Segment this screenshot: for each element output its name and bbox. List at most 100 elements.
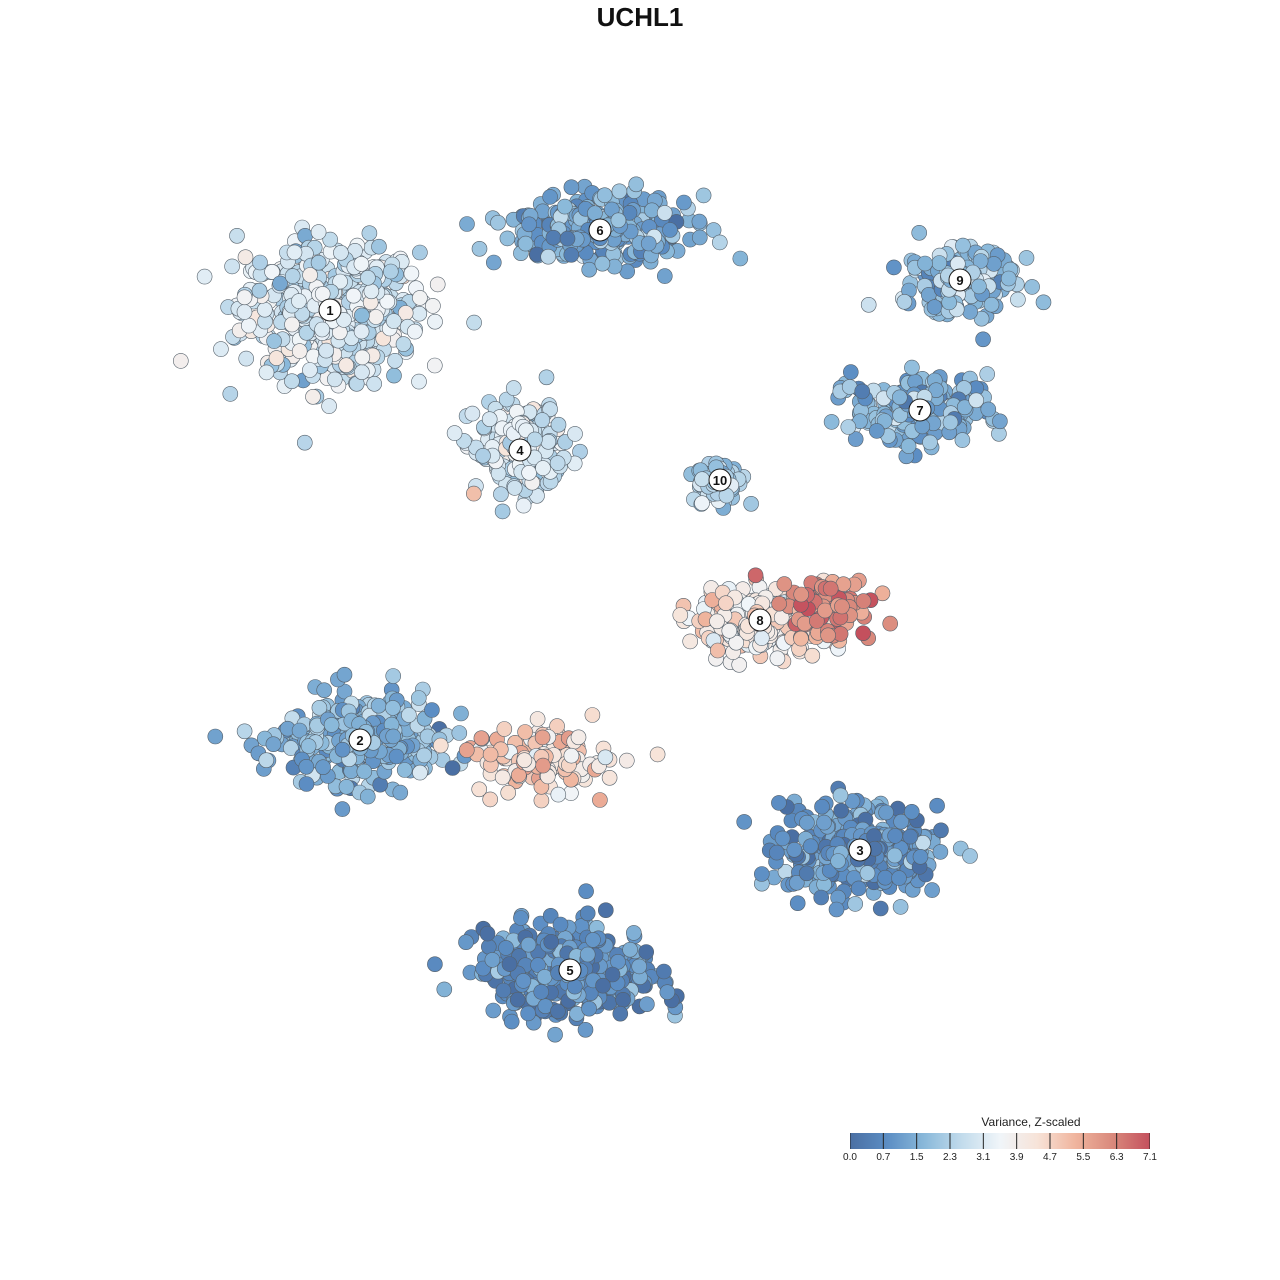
cluster-2-point — [410, 690, 427, 706]
cluster-1-point — [361, 225, 378, 241]
hotspot-8-point — [834, 598, 850, 615]
cluster-9-point — [962, 304, 978, 320]
cluster-5-point — [612, 1005, 629, 1022]
cluster-3-point — [768, 844, 785, 861]
cluster-1-point — [345, 287, 362, 304]
cluster-1-point — [213, 341, 229, 357]
points-layer — [173, 176, 1052, 1043]
cluster-1-point — [333, 245, 349, 261]
cluster-3-point — [859, 865, 876, 881]
hotspot-2-point — [471, 781, 488, 798]
cluster-1-point — [236, 304, 253, 320]
hotspot-8-point — [793, 586, 810, 603]
cluster-1-point — [412, 244, 428, 261]
cluster-6-point — [581, 261, 598, 278]
cluster-7-point — [975, 331, 991, 348]
hotspot-2-point — [432, 737, 449, 754]
cluster-3-point — [816, 814, 832, 831]
cluster-5-point — [484, 952, 501, 968]
cluster-5-point — [625, 925, 642, 941]
cluster-5-point — [533, 984, 550, 1000]
cluster-4-point — [542, 401, 558, 418]
cluster-2-point — [283, 740, 299, 756]
cluster-1-point — [310, 254, 327, 271]
cluster-9-point — [1035, 294, 1052, 311]
cluster-1-point — [368, 309, 384, 325]
cluster-8-point — [709, 613, 725, 630]
cluster-5-point — [498, 940, 514, 956]
cluster-4-point — [535, 460, 551, 476]
cluster-2-point — [236, 723, 253, 740]
cluster-1-point — [286, 244, 303, 261]
cluster-2-point — [338, 778, 355, 795]
cluster-3-point — [789, 895, 806, 912]
cluster-5-point — [585, 932, 601, 948]
cluster-8-point — [753, 630, 770, 646]
cluster-2-point — [334, 741, 351, 758]
cluster-6-point — [485, 254, 502, 271]
cluster-5-point — [520, 1005, 536, 1022]
cluster-2-point — [385, 700, 401, 716]
colorbar-tick-label: 2.3 — [943, 1152, 957, 1163]
cluster-6-point — [596, 187, 613, 203]
cluster-3-point — [877, 869, 894, 886]
cluster-1-point — [338, 357, 355, 374]
cluster-1-point — [382, 263, 399, 280]
cluster-9-point — [860, 296, 877, 313]
cluster-3-point — [736, 814, 753, 830]
cluster-9-point — [1018, 250, 1035, 266]
cluster-5-point — [513, 910, 529, 926]
cluster-1-point — [196, 268, 213, 285]
cluster-2-point — [336, 666, 353, 683]
cluster-1-point — [427, 313, 443, 330]
cluster-5-point — [543, 933, 560, 950]
hotspot-2-point — [550, 786, 567, 803]
colorbar-tick-label: 0.0 — [843, 1152, 857, 1163]
hotspot-8-point — [776, 576, 793, 592]
cluster-2-point — [388, 748, 405, 765]
cluster-9-point — [971, 278, 987, 295]
cluster-2-point — [265, 736, 282, 753]
svg-text:7: 7 — [916, 403, 923, 418]
cluster-1-point — [385, 313, 402, 329]
cluster-3-point — [753, 866, 770, 882]
cluster-5-point — [638, 944, 655, 960]
cluster-1-point — [272, 275, 288, 292]
cluster-4-point — [521, 464, 537, 481]
hotspot-8-point — [771, 595, 787, 612]
hotspot-2-point — [534, 729, 551, 746]
cluster-3-point — [886, 847, 903, 864]
cluster-1-point — [332, 273, 348, 290]
cluster-1-point — [266, 333, 282, 349]
cluster-5-point — [604, 966, 621, 983]
cluster-3-point — [892, 899, 909, 915]
cluster-label-7: 7 — [908, 398, 932, 422]
cluster-5-point — [597, 902, 614, 919]
hotspot-2-point — [570, 729, 587, 746]
cluster-3-point — [893, 813, 909, 830]
cluster-3-point — [799, 814, 815, 831]
cluster-6-point — [711, 234, 728, 251]
hotspot-8-point — [882, 615, 899, 632]
cluster-1-point — [425, 298, 441, 314]
cluster-8-point — [769, 650, 786, 667]
cluster-6-point — [587, 205, 603, 221]
cluster-4-point — [493, 486, 509, 503]
cluster-6-point — [691, 229, 708, 246]
cluster-1-point — [466, 314, 482, 331]
cluster-2-point — [291, 722, 308, 739]
cluster-2-point — [359, 788, 376, 805]
cluster-5-point — [530, 957, 546, 973]
cluster-2-point — [316, 682, 333, 699]
cluster-5-point — [631, 958, 648, 975]
hotspot-2-point — [496, 721, 513, 737]
svg-text:4: 4 — [516, 443, 524, 458]
cluster-6-point — [459, 216, 475, 232]
cluster-2-point — [401, 707, 417, 723]
cluster-1-point — [363, 283, 380, 300]
cluster-1-point — [238, 350, 254, 367]
cluster-9-point — [983, 296, 1000, 313]
cluster-6-point — [656, 205, 673, 221]
cluster-2-point — [392, 784, 409, 801]
colorbar-legend: Variance, Z-scaled 0.0 0.7 1.5 2.3 3.1 3.9 4.7… — [843, 1113, 1165, 1173]
